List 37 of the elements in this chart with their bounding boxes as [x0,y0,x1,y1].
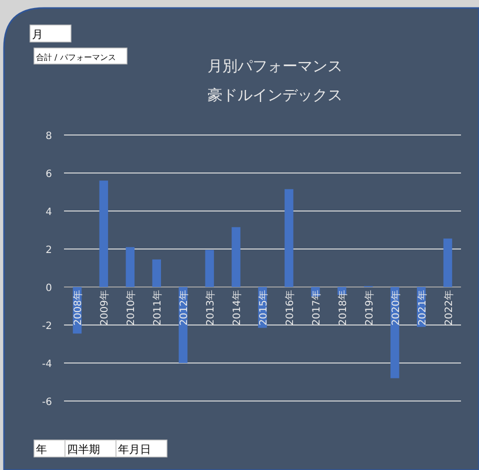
text: 四半期 [67,443,100,456]
x-tick-label: 2018年 [336,290,349,326]
x-tick-label: 2014年 [231,290,244,326]
x-tick-label: 2013年 [204,290,217,326]
bar [205,250,214,287]
bar [284,189,294,287]
bar [443,238,452,287]
text: 年月日 [118,443,151,456]
bar [152,259,161,287]
y-tick-label: -2 [42,321,52,332]
y-tick-label: -6 [42,397,52,408]
x-tick-label: 2009年 [98,290,111,326]
x-tick-label: 2019年 [363,290,376,326]
x-tick-label: 2012年 [178,290,190,326]
chart-title: 月別パフォーマンス [208,57,342,75]
y-tick-label: 4 [46,207,52,218]
x-tick-label: 2011年 [152,290,164,326]
x-tick-label: 2021年 [416,290,428,326]
x-tick-label: 2010年 [125,290,138,326]
x-tick-label: 2015年 [258,290,270,326]
x-tick-label: 2016年 [284,290,296,326]
y-tick-label: 8 [46,131,52,142]
bar [126,247,135,287]
x-tick-label: 2017年 [310,290,322,326]
text: 月 [32,28,43,41]
x-tick-label: 2022年 [442,290,455,326]
y-tick-label: 6 [46,169,52,180]
y-tick-label: 2 [46,245,52,256]
y-tick-label: -4 [42,359,52,370]
text: 合計 / パフォーマンス [36,53,116,62]
x-tick-label: 2008年 [72,290,84,326]
chart-subtitle: 豪ドルインデックス [208,86,342,104]
text: 年 [36,443,47,456]
bar [232,227,240,287]
y-tick-label: 0 [46,283,52,294]
bar [99,180,108,287]
x-tick-label: 2020年 [390,290,402,326]
